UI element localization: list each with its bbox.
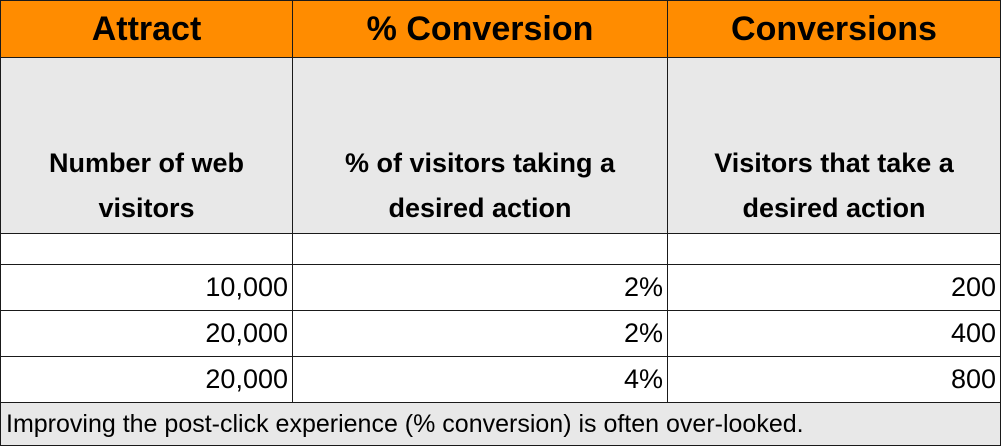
header-attract: Attract	[0, 0, 293, 58]
desc-attract-text: Number of web visitors	[48, 148, 244, 223]
table-cell-conversions: 800	[668, 357, 1001, 403]
desc-percent-conversion-text: % of visitors taking a desired action	[344, 148, 616, 223]
table-cell-conversion-rate: 2%	[293, 311, 668, 357]
blank-cell	[668, 234, 1001, 265]
desc-conversions-text: Visitors that take a desired action	[714, 148, 954, 223]
desc-percent-conversion: % of visitors taking a desired action	[293, 58, 668, 234]
header-percent-conversion: % Conversion	[293, 0, 668, 58]
table-cell-conversion-rate: 4%	[293, 357, 668, 403]
blank-cell	[293, 234, 668, 265]
desc-conversions: Visitors that take a desired action	[668, 58, 1001, 234]
table-cell-visitors: 20,000	[0, 357, 293, 403]
table-cell-conversions: 200	[668, 265, 1001, 311]
table-cell-visitors: 10,000	[0, 265, 293, 311]
desc-attract: Number of web visitors	[0, 58, 293, 234]
blank-cell	[0, 234, 293, 265]
table-cell-conversions: 400	[668, 311, 1001, 357]
table-cell-conversion-rate: 2%	[293, 265, 668, 311]
footnote: Improving the post-click experience (% c…	[0, 403, 1001, 446]
table-cell-visitors: 20,000	[0, 311, 293, 357]
header-conversions: Conversions	[668, 0, 1001, 58]
